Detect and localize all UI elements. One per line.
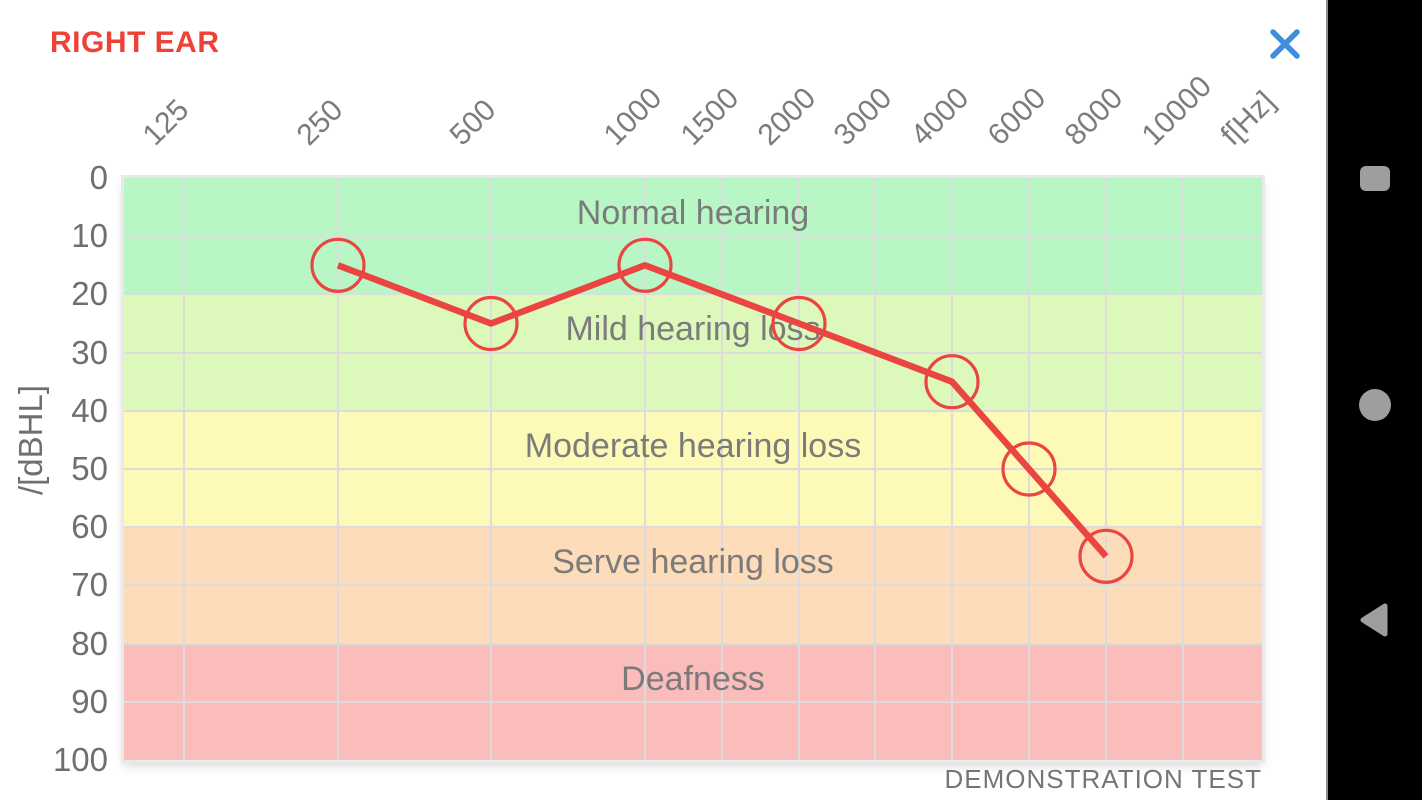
home-circle-icon: [1359, 389, 1391, 421]
android-nav-bar: [1326, 0, 1422, 800]
x-tick-1000: 1000: [597, 81, 669, 152]
recents-button[interactable]: [1340, 143, 1410, 213]
x-tick-125: 125: [136, 93, 196, 152]
audiogram-plot: Normal hearing Mild hearing loss Moderate …: [124, 178, 1262, 760]
x-tick-8000: 8000: [1058, 81, 1130, 152]
y-tick-70: 70: [71, 566, 108, 604]
data-point-8000hz: [1078, 528, 1134, 584]
y-tick-10: 10: [71, 217, 108, 255]
y-tick-40: 40: [71, 391, 108, 429]
home-button[interactable]: [1340, 370, 1410, 440]
close-button[interactable]: [1267, 26, 1303, 62]
x-tick-4000: 4000: [904, 81, 976, 152]
grid-hline-10: [124, 235, 1262, 238]
audiogram-panel: RIGHT EAR /[dBHL] 0 10 20 30 40 50 60 70 80 90 100…: [12, 26, 1303, 794]
y-tick-0: 0: [89, 159, 108, 196]
back-button[interactable]: [1340, 585, 1410, 655]
y-tick-20: 20: [71, 275, 108, 313]
band-labels: Normal hearing Mild hearing loss Moderate …: [124, 178, 1262, 760]
x-tick-250: 250: [290, 93, 350, 152]
y-tick-90: 90: [71, 682, 108, 720]
y-tick-60: 60: [71, 508, 108, 546]
band-label: Moderate hearing loss: [524, 426, 862, 465]
back-triangle-icon: [1360, 603, 1388, 637]
band-label: Deafness: [621, 659, 765, 698]
data-point-4000hz: [924, 354, 980, 410]
data-point-500hz: [463, 295, 519, 352]
grid-hline-80: [124, 642, 1262, 645]
threshold-polyline: [336, 262, 1109, 559]
close-icon: [1270, 29, 1300, 59]
x-tick-500: 500: [443, 93, 503, 152]
band-label: Normal hearing: [576, 194, 810, 232]
demo-watermark: DEMONSTRATION TEST: [944, 764, 1262, 794]
band-label: Serve hearing loss: [552, 543, 834, 582]
grid-hline-60: [124, 526, 1262, 529]
y-tick-80: 80: [71, 624, 108, 662]
data-point-1000hz: [617, 237, 673, 293]
y-tick-50: 50: [71, 450, 108, 487]
grid-hline-30: [124, 351, 1262, 354]
x-tick-10000: 10000: [1135, 69, 1218, 152]
threshold-line-series: [310, 237, 1134, 584]
y-tick-100: 100: [52, 741, 108, 778]
grid-hline-40: [124, 409, 1262, 412]
y-tick-30: 30: [71, 333, 108, 371]
x-axis-unit-label: f[Hz]: [1214, 85, 1282, 152]
grid-hline-70: [124, 584, 1262, 587]
data-point-6000hz: [1001, 441, 1057, 497]
page-title: RIGHT EAR: [50, 26, 220, 59]
data-point-250hz: [310, 237, 366, 293]
x-tick-1500: 1500: [674, 81, 746, 152]
data-point-2000hz: [771, 295, 827, 352]
recents-square-icon: [1360, 166, 1390, 191]
grid-hline-50: [124, 468, 1262, 470]
grid-hline-90: [124, 700, 1262, 703]
x-tick-6000: 6000: [981, 81, 1053, 152]
grid-hline-20: [124, 293, 1262, 296]
x-tick-3000: 3000: [827, 81, 899, 152]
x-tick-2000: 2000: [751, 81, 823, 152]
